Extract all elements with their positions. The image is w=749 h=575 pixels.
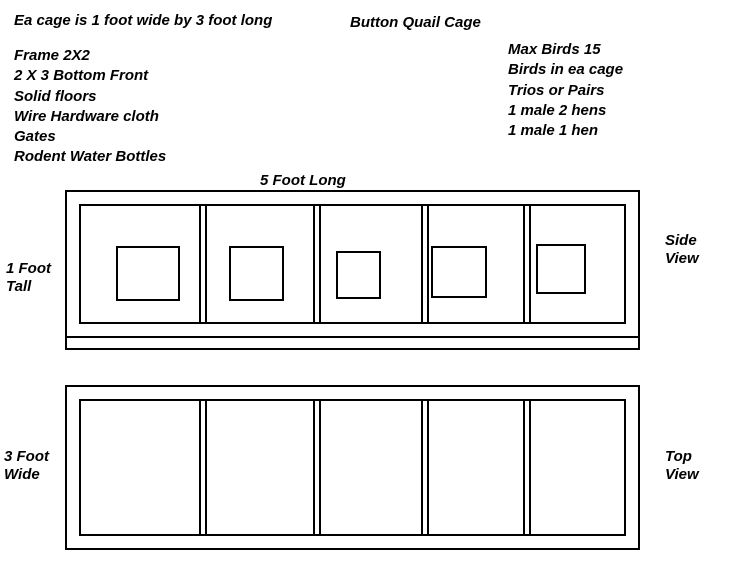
spec-item: Rodent Water Bottles — [14, 147, 166, 167]
divider-line — [313, 206, 315, 322]
divider-line — [313, 401, 315, 534]
divider-line — [427, 401, 429, 534]
divider-line — [199, 401, 201, 534]
side-view-diagram — [65, 190, 640, 350]
gate-opening — [336, 251, 381, 299]
wide-label-2: Wide — [4, 466, 40, 483]
divider-line — [205, 206, 207, 322]
top-view-inner-frame — [79, 399, 626, 536]
wide-label-1: 3 Foot — [4, 448, 49, 465]
spec-item: Solid floors — [14, 87, 166, 107]
bottom-front-line — [67, 336, 638, 338]
divider-line — [529, 401, 531, 534]
divider-line — [205, 401, 207, 534]
tall-label-1: 1 Foot — [6, 260, 51, 277]
spec-item: 2 X 3 Bottom Front — [14, 66, 166, 86]
divider-line — [421, 401, 423, 534]
side-view-outer-frame — [65, 190, 640, 350]
divider-line — [319, 206, 321, 322]
divider-line — [523, 206, 525, 322]
birds-list: Max Birds 15 Birds in ea cage Trios or P… — [508, 40, 623, 141]
gate-opening — [229, 246, 284, 301]
gate-opening — [116, 246, 180, 301]
birds-item: Max Birds 15 — [508, 40, 623, 60]
divider-line — [529, 206, 531, 322]
divider-line — [427, 206, 429, 322]
birds-item: Birds in ea cage — [508, 60, 623, 80]
birds-item: 1 male 1 hen — [508, 121, 623, 141]
top-view-diagram — [65, 385, 640, 550]
gate-opening — [431, 246, 487, 298]
divider-line — [421, 206, 423, 322]
tall-label-2: Tall — [6, 278, 31, 295]
top-view-outer-frame — [65, 385, 640, 550]
side-label-1: Side — [665, 232, 697, 249]
birds-item: 1 male 2 hens — [508, 101, 623, 121]
birds-item: Trios or Pairs — [508, 81, 623, 101]
divider-line — [199, 206, 201, 322]
length-label: 5 Foot Long — [260, 172, 346, 189]
page-title: Button Quail Cage — [350, 14, 481, 31]
spec-item: Frame 2X2 — [14, 46, 166, 66]
divider-line — [523, 401, 525, 534]
specs-list: Frame 2X2 2 X 3 Bottom Front Solid floor… — [14, 46, 166, 168]
top-label-1: Top — [665, 448, 692, 465]
gate-opening — [536, 244, 586, 294]
spec-item: Gates — [14, 127, 166, 147]
cage-dimensions-note: Ea cage is 1 foot wide by 3 foot long — [14, 12, 272, 29]
top-label-2: View — [665, 466, 699, 483]
spec-item: Wire Hardware cloth — [14, 107, 166, 127]
side-view-inner-band — [79, 204, 626, 324]
divider-line — [319, 401, 321, 534]
side-label-2: View — [665, 250, 699, 267]
